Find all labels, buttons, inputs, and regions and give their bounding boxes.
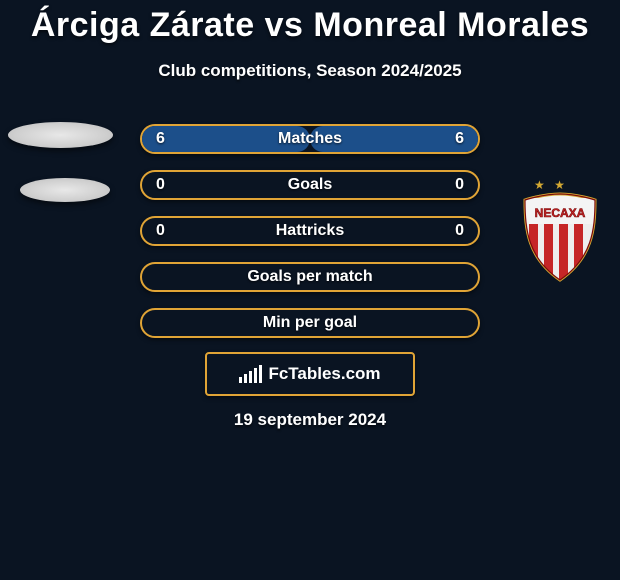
club-shield-icon: NECAXA — [517, 190, 603, 284]
ellipse-placeholder-icon — [8, 122, 113, 148]
stat-row: 6Matches6 — [140, 124, 480, 154]
badge-label: NECAXA — [535, 206, 586, 220]
stat-label: Matches — [142, 130, 478, 148]
stat-label: Goals per match — [142, 268, 478, 286]
ellipse-placeholder-icon — [20, 178, 110, 202]
stat-row: 0Hattricks0 — [140, 216, 480, 246]
stat-right-value: 6 — [455, 130, 464, 148]
player-right-badge: ★ ★ ★ ★ ★ NECAXA — [508, 180, 612, 284]
stat-row: Min per goal — [140, 308, 480, 338]
page-title: Árciga Zárate vs Monreal Morales — [0, 0, 620, 45]
date-label: 19 september 2024 — [234, 410, 386, 430]
bar-chart-icon — [239, 365, 262, 383]
stat-label: Min per goal — [142, 314, 478, 332]
stat-right-value: 0 — [455, 176, 464, 194]
player-left-avatar — [8, 122, 113, 202]
branding-box: FcTables.com — [205, 352, 415, 396]
branding-label: FcTables.com — [268, 364, 380, 384]
stats-container: 6Matches60Goals00Hattricks0Goals per mat… — [140, 124, 480, 354]
stat-label: Hattricks — [142, 222, 478, 240]
stat-row: 0Goals0 — [140, 170, 480, 200]
page-subtitle: Club competitions, Season 2024/2025 — [0, 61, 620, 81]
stat-right-value: 0 — [455, 222, 464, 240]
stat-label: Goals — [142, 176, 478, 194]
stat-row: Goals per match — [140, 262, 480, 292]
